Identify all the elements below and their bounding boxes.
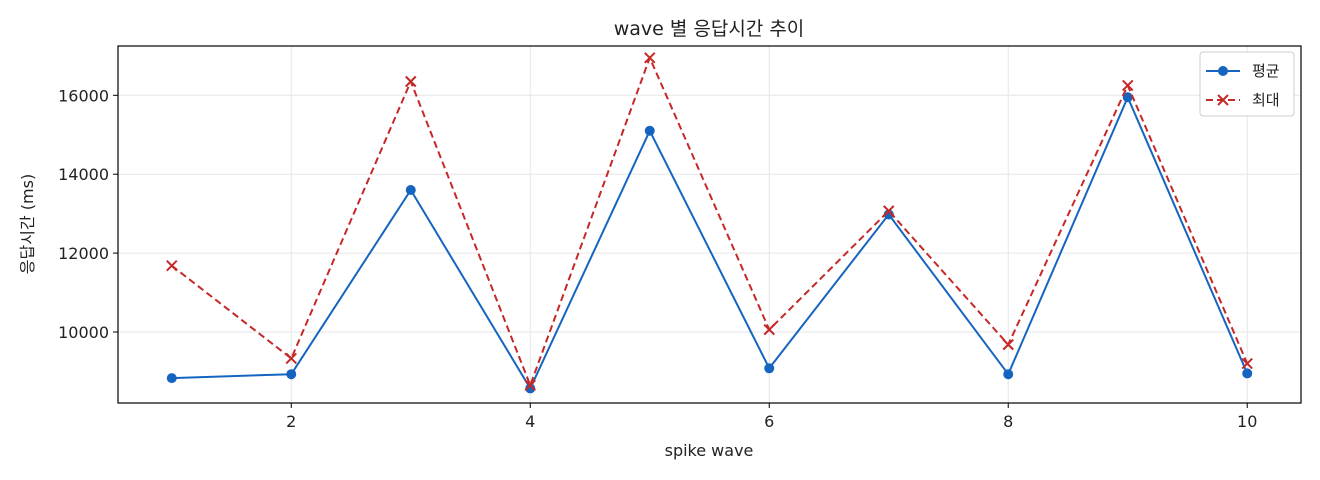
y-tick-label: 12000 [58,244,109,263]
series-line [171,56,1249,387]
x-tick-label: 6 [764,412,774,431]
data-point-x [1002,338,1014,351]
data-point-x [1122,79,1134,92]
chart-title: wave 별 응답시간 추이 [614,18,805,40]
data-point-circle [525,383,536,394]
series-line [171,96,1249,390]
data-point-x [405,75,417,88]
legend-label: 평균 [1252,62,1280,80]
series-2 [166,52,1253,391]
legend-entry: 평균 [1206,62,1280,80]
data-point-circle [883,209,894,220]
legend-label: 최대 [1252,91,1280,109]
plot-series [166,52,1253,394]
legend-swatch-marker [1218,66,1228,76]
x-axis-label: spike wave [665,441,754,460]
axes: 2 4 6 8 10 10000 12000 14000 16000 [58,86,1257,431]
x-tick-label: 8 [1003,412,1013,431]
data-point-circle [1122,92,1133,103]
data-point-circle [166,373,177,384]
data-point-x [763,323,775,336]
y-tick-label: 16000 [58,86,109,105]
legend-entry: 최대 [1206,91,1280,109]
data-point-circle [764,363,775,374]
data-point-circle [1242,368,1253,379]
data-point-x [524,379,536,391]
data-point-x [285,352,297,365]
y-tick-label: 14000 [58,165,109,184]
x-tick-label: 2 [286,412,296,431]
y-axis-label: 응답시간 (ms) [18,174,37,274]
x-tick-label: 10 [1237,412,1257,431]
grid [118,46,1301,403]
data-point-circle [286,369,297,380]
data-point-x [644,52,656,64]
data-point-x [1241,357,1253,370]
series-1 [166,92,1253,394]
data-point-circle [405,184,416,195]
legend-swatch-marker [1217,94,1229,106]
data-point-circle [1003,369,1014,380]
data-point-x [166,260,178,272]
plot-frame [117,45,1302,404]
data-point-circle [644,125,655,136]
x-tick-label: 4 [525,412,535,431]
data-point-x [883,205,895,217]
y-tick-label: 10000 [58,323,109,342]
legend-box [1199,51,1295,117]
